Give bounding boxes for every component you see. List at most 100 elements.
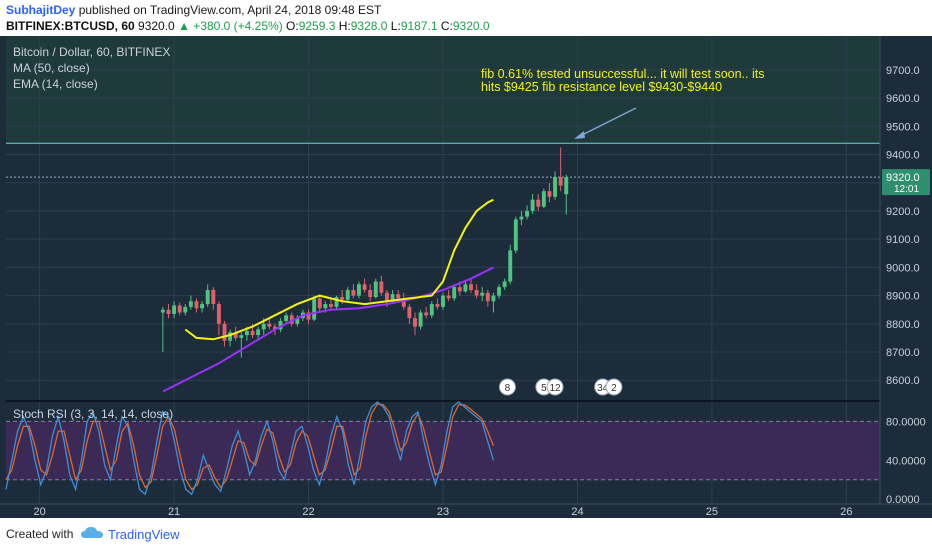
legend-ema: EMA (14, close)	[13, 77, 98, 91]
candle-body	[205, 289, 210, 305]
candle-body	[345, 289, 350, 300]
candle-body	[188, 301, 193, 307]
close-label: C:	[440, 19, 453, 33]
candle-body	[323, 304, 328, 309]
symbol-label: BITFINEX:BTCUSD, 60	[6, 19, 135, 33]
candle-body	[401, 298, 406, 307]
high-value: 9328.0	[350, 19, 388, 33]
candle-body	[267, 323, 272, 327]
candle-body	[172, 305, 177, 314]
candle-body	[278, 320, 283, 330]
stoch-tick-label: 40.0000	[886, 455, 926, 467]
candle-body	[457, 287, 462, 292]
candle-body	[228, 332, 233, 341]
candle-body	[385, 292, 389, 302]
ma-50-line	[162, 266, 494, 393]
candle-body	[250, 330, 255, 336]
candle-body	[530, 199, 535, 211]
candle-body	[368, 289, 373, 298]
event-marker-label: 5	[541, 383, 547, 394]
annotation-line-1: fib 0.61% tested unsuccessful... it will…	[481, 67, 765, 81]
author-link[interactable]: SubhajitDey	[6, 3, 76, 17]
event-marker-label: 12	[549, 383, 561, 394]
candle-body	[289, 315, 294, 324]
stoch-tick-label: 80.0000	[886, 416, 926, 428]
candle-body	[508, 250, 513, 282]
candle-body	[390, 294, 395, 302]
legend-stoch: Stoch RSI (3, 3, 14, 14, close)	[13, 407, 174, 421]
candle-body	[183, 306, 188, 313]
candle-body	[200, 304, 205, 309]
price-tick-label: 9700.0	[886, 65, 920, 77]
publish-line: SubhajitDey published on TradingView.com…	[6, 3, 381, 17]
candle-body	[485, 292, 490, 302]
price-tick-label: 9100.0	[886, 234, 920, 246]
candle-body	[513, 219, 518, 251]
candle-body	[351, 289, 356, 296]
annotation-text: fib 0.61% tested unsuccessful... it will…	[481, 68, 764, 94]
event-marker-label: 2	[611, 383, 617, 394]
candle-body	[418, 312, 423, 327]
candle-body	[306, 312, 311, 320]
candle-body	[474, 289, 479, 296]
price-chart[interactable]: 8 5 12 34 2 8600.0 8700.0 8800.0 8900.0 9000.0 91…	[0, 36, 932, 518]
last-price-tag	[882, 169, 930, 196]
tradingview-link[interactable]: TradingView	[108, 527, 180, 542]
candle-body	[317, 298, 322, 309]
candle-body	[222, 323, 227, 341]
low-value: 9187.1	[400, 19, 438, 33]
chart-area[interactable]: 8 5 12 34 2 8600.0 8700.0 8800.0 8900.0 9000.0 91…	[0, 36, 932, 518]
tradingview-cloud-icon	[81, 527, 103, 538]
time-tick-label: 21	[168, 506, 180, 518]
candle-body	[446, 295, 451, 299]
candle-body	[429, 304, 434, 316]
price-change: ▲ +380.0 (+4.25%)	[178, 19, 283, 33]
event-marker	[546, 378, 564, 396]
price-tick-label: 9400.0	[886, 150, 920, 162]
annotation-line-2: hits $9425 fib resistance level $9430-$9…	[481, 80, 723, 94]
price-tick-label: 8800.0	[886, 319, 920, 331]
last-price: 9320.0	[138, 19, 175, 33]
time-tick-label: 25	[706, 506, 718, 518]
candle-body	[233, 332, 238, 338]
price-tick-label: 9200.0	[886, 206, 920, 218]
last-price-tag-label: 9320.0	[886, 172, 920, 184]
candle-body	[396, 294, 401, 299]
candle-body	[177, 305, 182, 313]
price-tick-label: 8700.0	[886, 347, 920, 359]
candle-body	[194, 301, 199, 309]
legend-ma: MA (50, close)	[13, 61, 90, 75]
open-value: 9259.3	[298, 19, 336, 33]
candle-body	[536, 199, 541, 207]
candle-body	[480, 292, 485, 296]
candle-body	[312, 298, 317, 320]
stoch-d-line	[5, 403, 495, 491]
high-label: H:	[338, 19, 351, 33]
candle-body	[452, 287, 457, 299]
candle-body	[261, 323, 266, 330]
event-marker	[498, 378, 516, 396]
candle-body	[284, 315, 289, 321]
candle-body	[244, 330, 249, 336]
candle-body	[328, 304, 333, 307]
candle-body	[547, 191, 552, 197]
time-tick-label: 22	[302, 506, 314, 518]
candle-body	[413, 318, 417, 327]
candle-body	[441, 295, 445, 307]
price-tick-label: 9500.0	[886, 121, 920, 133]
footer: Created with TradingView	[0, 518, 932, 550]
event-marker-label: 8	[505, 383, 511, 394]
candle-body	[564, 177, 569, 195]
price-tick-label: 8900.0	[886, 291, 920, 303]
candle-body	[379, 281, 384, 293]
candle-body	[334, 297, 339, 307]
countdown-label: 12:01	[894, 184, 919, 195]
event-marker-label: 34	[597, 383, 609, 394]
candle-body	[166, 309, 171, 314]
candle-body	[541, 191, 546, 207]
candle-body	[373, 281, 378, 298]
candle-body	[502, 281, 507, 288]
event-marker	[605, 378, 623, 396]
ohlc-line: BITFINEX:BTCUSD, 60 9320.0 ▲ +380.0 (+4.…	[6, 19, 490, 33]
candle-body	[469, 284, 473, 290]
